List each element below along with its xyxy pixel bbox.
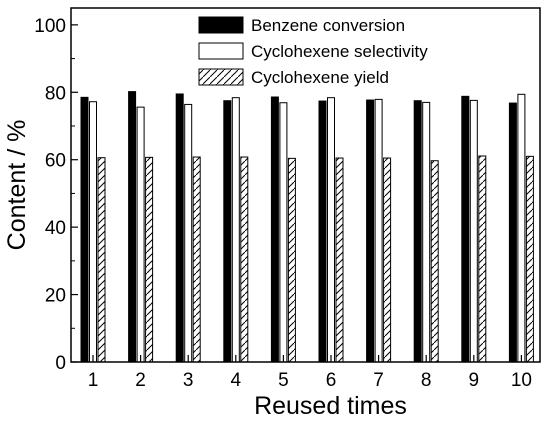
- x-tick-label: 4: [231, 370, 242, 391]
- bar-benzene-conversion-2: [128, 91, 137, 363]
- y-tick-label: 40: [45, 218, 66, 239]
- bar-cyclohexene-selectivity-8: [422, 101, 431, 363]
- bar-benzene-conversion-1: [80, 96, 89, 363]
- bar-cyclohexene-selectivity-4: [231, 97, 240, 363]
- bar-benzene-conversion-8: [413, 100, 422, 363]
- bar-benzene-conversion-4: [223, 100, 232, 363]
- x-tick-label: 6: [326, 370, 337, 391]
- x-tick-label: 3: [183, 370, 194, 391]
- x-tick-label: 8: [421, 370, 432, 391]
- bar-cyclohexene-selectivity-9: [469, 99, 478, 363]
- x-tick-label: 1: [88, 370, 99, 391]
- bar-benzene-conversion-7: [366, 99, 375, 363]
- bar-benzene-conversion-9: [461, 95, 470, 363]
- bar-cyclohexene-yield-2: [145, 156, 154, 363]
- bar-benzene-conversion-10: [508, 102, 517, 363]
- bar-cyclohexene-yield-3: [192, 156, 201, 363]
- bar-cyclohexene-yield-4: [240, 156, 249, 363]
- bar-cyclohexene-yield-8: [430, 160, 439, 363]
- y-tick-label: 80: [45, 83, 66, 104]
- bar-cyclohexene-selectivity-2: [136, 106, 145, 363]
- bar-cyclohexene-selectivity-7: [374, 98, 383, 363]
- x-tick-label: 9: [469, 370, 480, 391]
- y-tick-label: 0: [55, 353, 66, 374]
- x-tick-label: 7: [373, 370, 384, 391]
- bar-cyclohexene-yield-9: [478, 155, 487, 363]
- bar-cyclohexene-selectivity-6: [327, 97, 335, 363]
- bar-benzene-conversion-5: [270, 96, 279, 363]
- y-tick-label: 20: [45, 286, 66, 307]
- bar-cyclohexene-selectivity-1: [89, 101, 97, 363]
- legend-label: Cyclohexene selectivity: [251, 42, 428, 61]
- legend-swatch: [198, 16, 244, 34]
- plot-area-frame: [70, 7, 541, 363]
- x-tick-label: 2: [135, 370, 146, 391]
- bar-cyclohexene-yield-7: [383, 157, 392, 363]
- legend-swatch: [198, 68, 244, 86]
- y-tick-label: 100: [34, 16, 66, 37]
- legend-swatch: [198, 42, 244, 60]
- bar-benzene-conversion-6: [318, 100, 327, 363]
- x-axis-title: Reused times: [254, 392, 407, 420]
- bar-cyclohexene-yield-5: [287, 157, 296, 363]
- bar-cyclohexene-selectivity-5: [279, 102, 288, 363]
- bar-cyclohexene-selectivity-10: [517, 93, 526, 363]
- x-tick-label: 10: [511, 370, 532, 391]
- bar-cyclohexene-yield-1: [97, 157, 106, 363]
- bar-cyclohexene-yield-6: [335, 157, 344, 363]
- bar-benzene-conversion-3: [175, 93, 184, 363]
- y-tick-label: 60: [45, 151, 66, 172]
- bar-cyclohexene-selectivity-3: [184, 103, 193, 363]
- y-axis-title: Content / %: [3, 120, 31, 251]
- bar-cyclohexene-yield-10: [525, 155, 534, 363]
- legend-label: Benzene conversion: [251, 16, 405, 35]
- x-tick-label: 5: [278, 370, 289, 391]
- legend-label: Cyclohexene yield: [251, 68, 389, 87]
- legend: Benzene conversion Cyclohexene selectivit…: [198, 16, 428, 87]
